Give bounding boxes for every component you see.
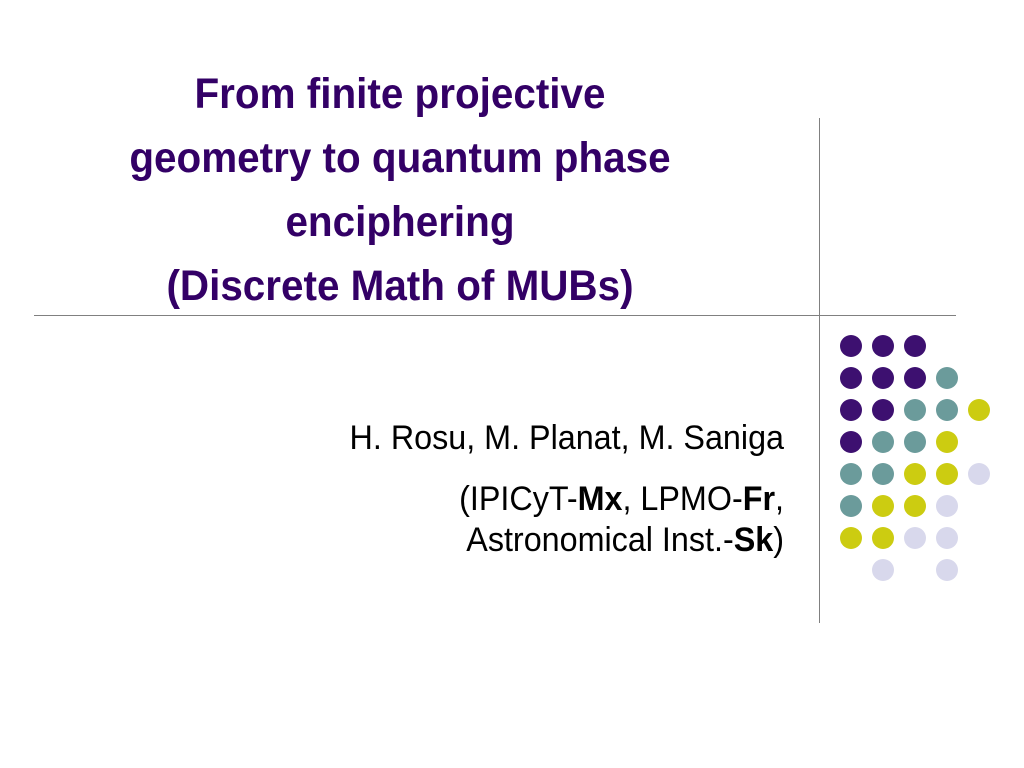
affiliation-sep1: , LPMO- [622, 480, 743, 518]
decor-dot-yellow [936, 463, 958, 485]
decor-dot-purple [904, 335, 926, 357]
decor-dot-teal [904, 431, 926, 453]
decor-dot-lavender [936, 527, 958, 549]
decor-dot-yellow [840, 527, 862, 549]
authors-line: H. Rosu, M. Planat, M. Saniga [349, 419, 784, 457]
affiliation-sep2: , [775, 480, 784, 518]
decor-dot-teal [840, 495, 862, 517]
decor-dot-lavender [936, 559, 958, 581]
affiliation-mx: Mx [577, 480, 623, 518]
affiliation-close: ) [773, 521, 784, 559]
affiliation-fr: Fr [742, 480, 776, 518]
decor-dot-teal [872, 431, 894, 453]
decor-dot-purple [840, 431, 862, 453]
affiliation-inst: Astronomical Inst.- [466, 521, 734, 559]
vertical-divider [819, 118, 820, 623]
decor-dot-yellow [872, 495, 894, 517]
title-line-1: From finite projective [194, 70, 606, 118]
slide-title: From finite projective geometry to quant… [52, 62, 748, 318]
decor-dot-teal [840, 463, 862, 485]
affiliation-open: (IPICyT- [459, 480, 578, 518]
horizontal-divider [34, 315, 956, 316]
decor-dot-lavender [872, 559, 894, 581]
affiliation-line-2: Astronomical Inst.-Sk) [176, 520, 784, 561]
decor-dot-teal [904, 399, 926, 421]
affiliation-line-1: (IPICyT-Mx, LPMO-Fr, [176, 479, 784, 520]
slide-subtitle: H. Rosu, M. Planat, M. Saniga (IPICyT-Mx… [176, 418, 784, 561]
decor-dot-yellow [904, 463, 926, 485]
decor-dot-purple [904, 367, 926, 389]
decor-dot-yellow [936, 431, 958, 453]
decor-dot-teal [936, 367, 958, 389]
title-line-4: (Discrete Math of MUBs) [166, 262, 634, 310]
decor-dot-teal [872, 463, 894, 485]
decor-dot-lavender [968, 463, 990, 485]
decor-dot-purple [872, 367, 894, 389]
decor-dot-purple [872, 399, 894, 421]
decor-dot-purple [840, 399, 862, 421]
decor-dot-yellow [904, 495, 926, 517]
decor-dot-lavender [904, 527, 926, 549]
title-line-2: geometry to quantum phase [129, 134, 671, 182]
affiliation-sk: Sk [733, 521, 774, 559]
decor-dot-yellow [968, 399, 990, 421]
title-line-3: enciphering [285, 198, 515, 246]
decor-dot-purple [872, 335, 894, 357]
decor-dot-purple [840, 367, 862, 389]
decor-dot-purple [840, 335, 862, 357]
decor-dot-yellow [872, 527, 894, 549]
decor-dot-teal [936, 399, 958, 421]
decor-dot-lavender [936, 495, 958, 517]
